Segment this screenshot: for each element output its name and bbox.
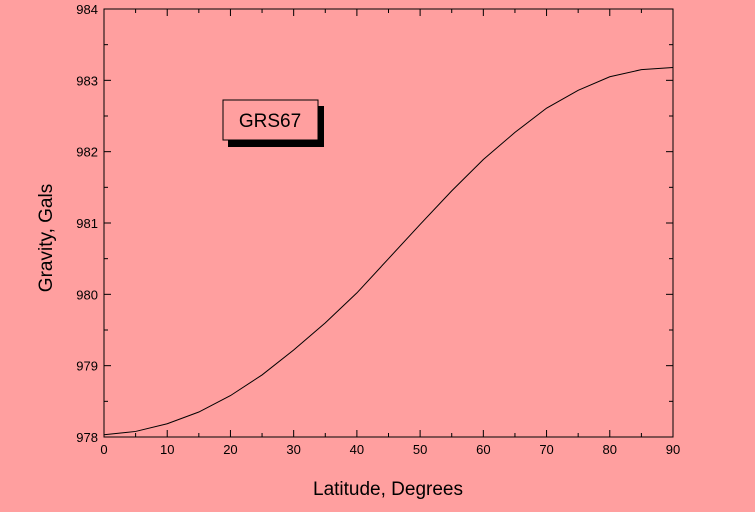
y-tick-label: 980 <box>76 287 98 302</box>
x-tick-label: 20 <box>223 442 237 457</box>
x-axis-title: Latitude, Degrees <box>313 479 463 500</box>
x-tick-label: 90 <box>666 442 680 457</box>
y-tick-label: 983 <box>76 73 98 88</box>
y-tick-label: 981 <box>76 216 98 231</box>
x-tick-label: 0 <box>100 442 107 457</box>
y-tick-label: 982 <box>76 145 98 160</box>
y-tick-label: 984 <box>76 2 98 17</box>
x-tick-label: 10 <box>160 442 174 457</box>
legend-box <box>222 99 319 141</box>
gravity-series-line <box>103 66 674 436</box>
x-tick-label: 70 <box>539 442 553 457</box>
axis-tick-labels: 0 10 20 30 40 50 60 70 80 90 978 979 980 981 982 983 984 <box>76 2 680 457</box>
legend: GRS67 <box>222 99 324 147</box>
plot-frame <box>103 8 674 438</box>
x-tick-label: 50 <box>413 442 427 457</box>
x-tick-label: 30 <box>286 442 300 457</box>
y-tick-label: 979 <box>76 359 98 374</box>
x-tick-label: 80 <box>603 442 617 457</box>
y-axis-title: Gravity, Gals <box>36 184 57 292</box>
y-tick-label: 978 <box>76 430 98 445</box>
axis-ticks <box>103 8 674 438</box>
x-tick-label: 60 <box>476 442 490 457</box>
x-tick-label: 40 <box>350 442 364 457</box>
legend-label: GRS67 <box>239 111 301 132</box>
